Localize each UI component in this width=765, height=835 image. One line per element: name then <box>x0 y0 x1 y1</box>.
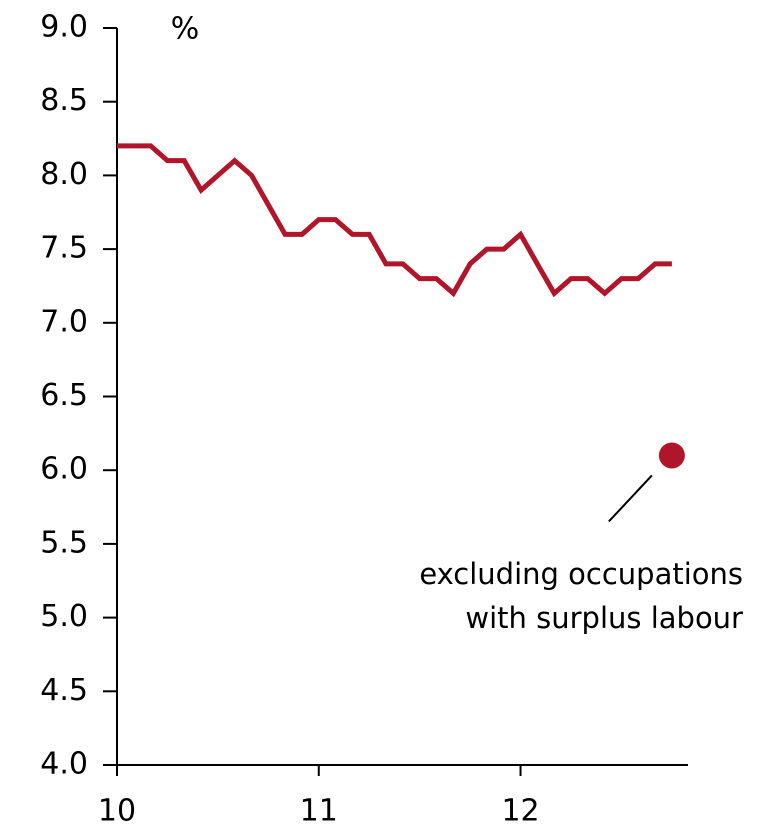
annotation-text: with surplus labour <box>465 601 743 635</box>
y-tick-label: 6.5 <box>40 378 88 413</box>
y-tick-label: 4.0 <box>40 747 88 782</box>
x-tick-label: 11 <box>300 794 338 829</box>
y-axis-label: % <box>171 12 200 47</box>
series-line <box>117 143 672 298</box>
y-tick-label: 5.0 <box>40 599 88 634</box>
y-tick-label: 4.5 <box>40 673 88 708</box>
x-tick-label: 12 <box>501 794 539 829</box>
y-tick-label: 7.5 <box>40 231 88 266</box>
y-tick-label: 8.5 <box>40 83 88 118</box>
x-tick-label: 10 <box>98 794 136 829</box>
y-tick-label: 5.5 <box>40 525 88 560</box>
annotation-dot <box>658 442 685 469</box>
y-tick-label: 6.0 <box>40 452 88 487</box>
y-tick-label: 9.0 <box>40 10 88 45</box>
y-tick-label: 8.0 <box>40 157 88 192</box>
leader-line <box>608 474 653 523</box>
annotation-text: excluding occupations <box>419 557 743 591</box>
y-tick-label: 7.0 <box>40 304 88 339</box>
